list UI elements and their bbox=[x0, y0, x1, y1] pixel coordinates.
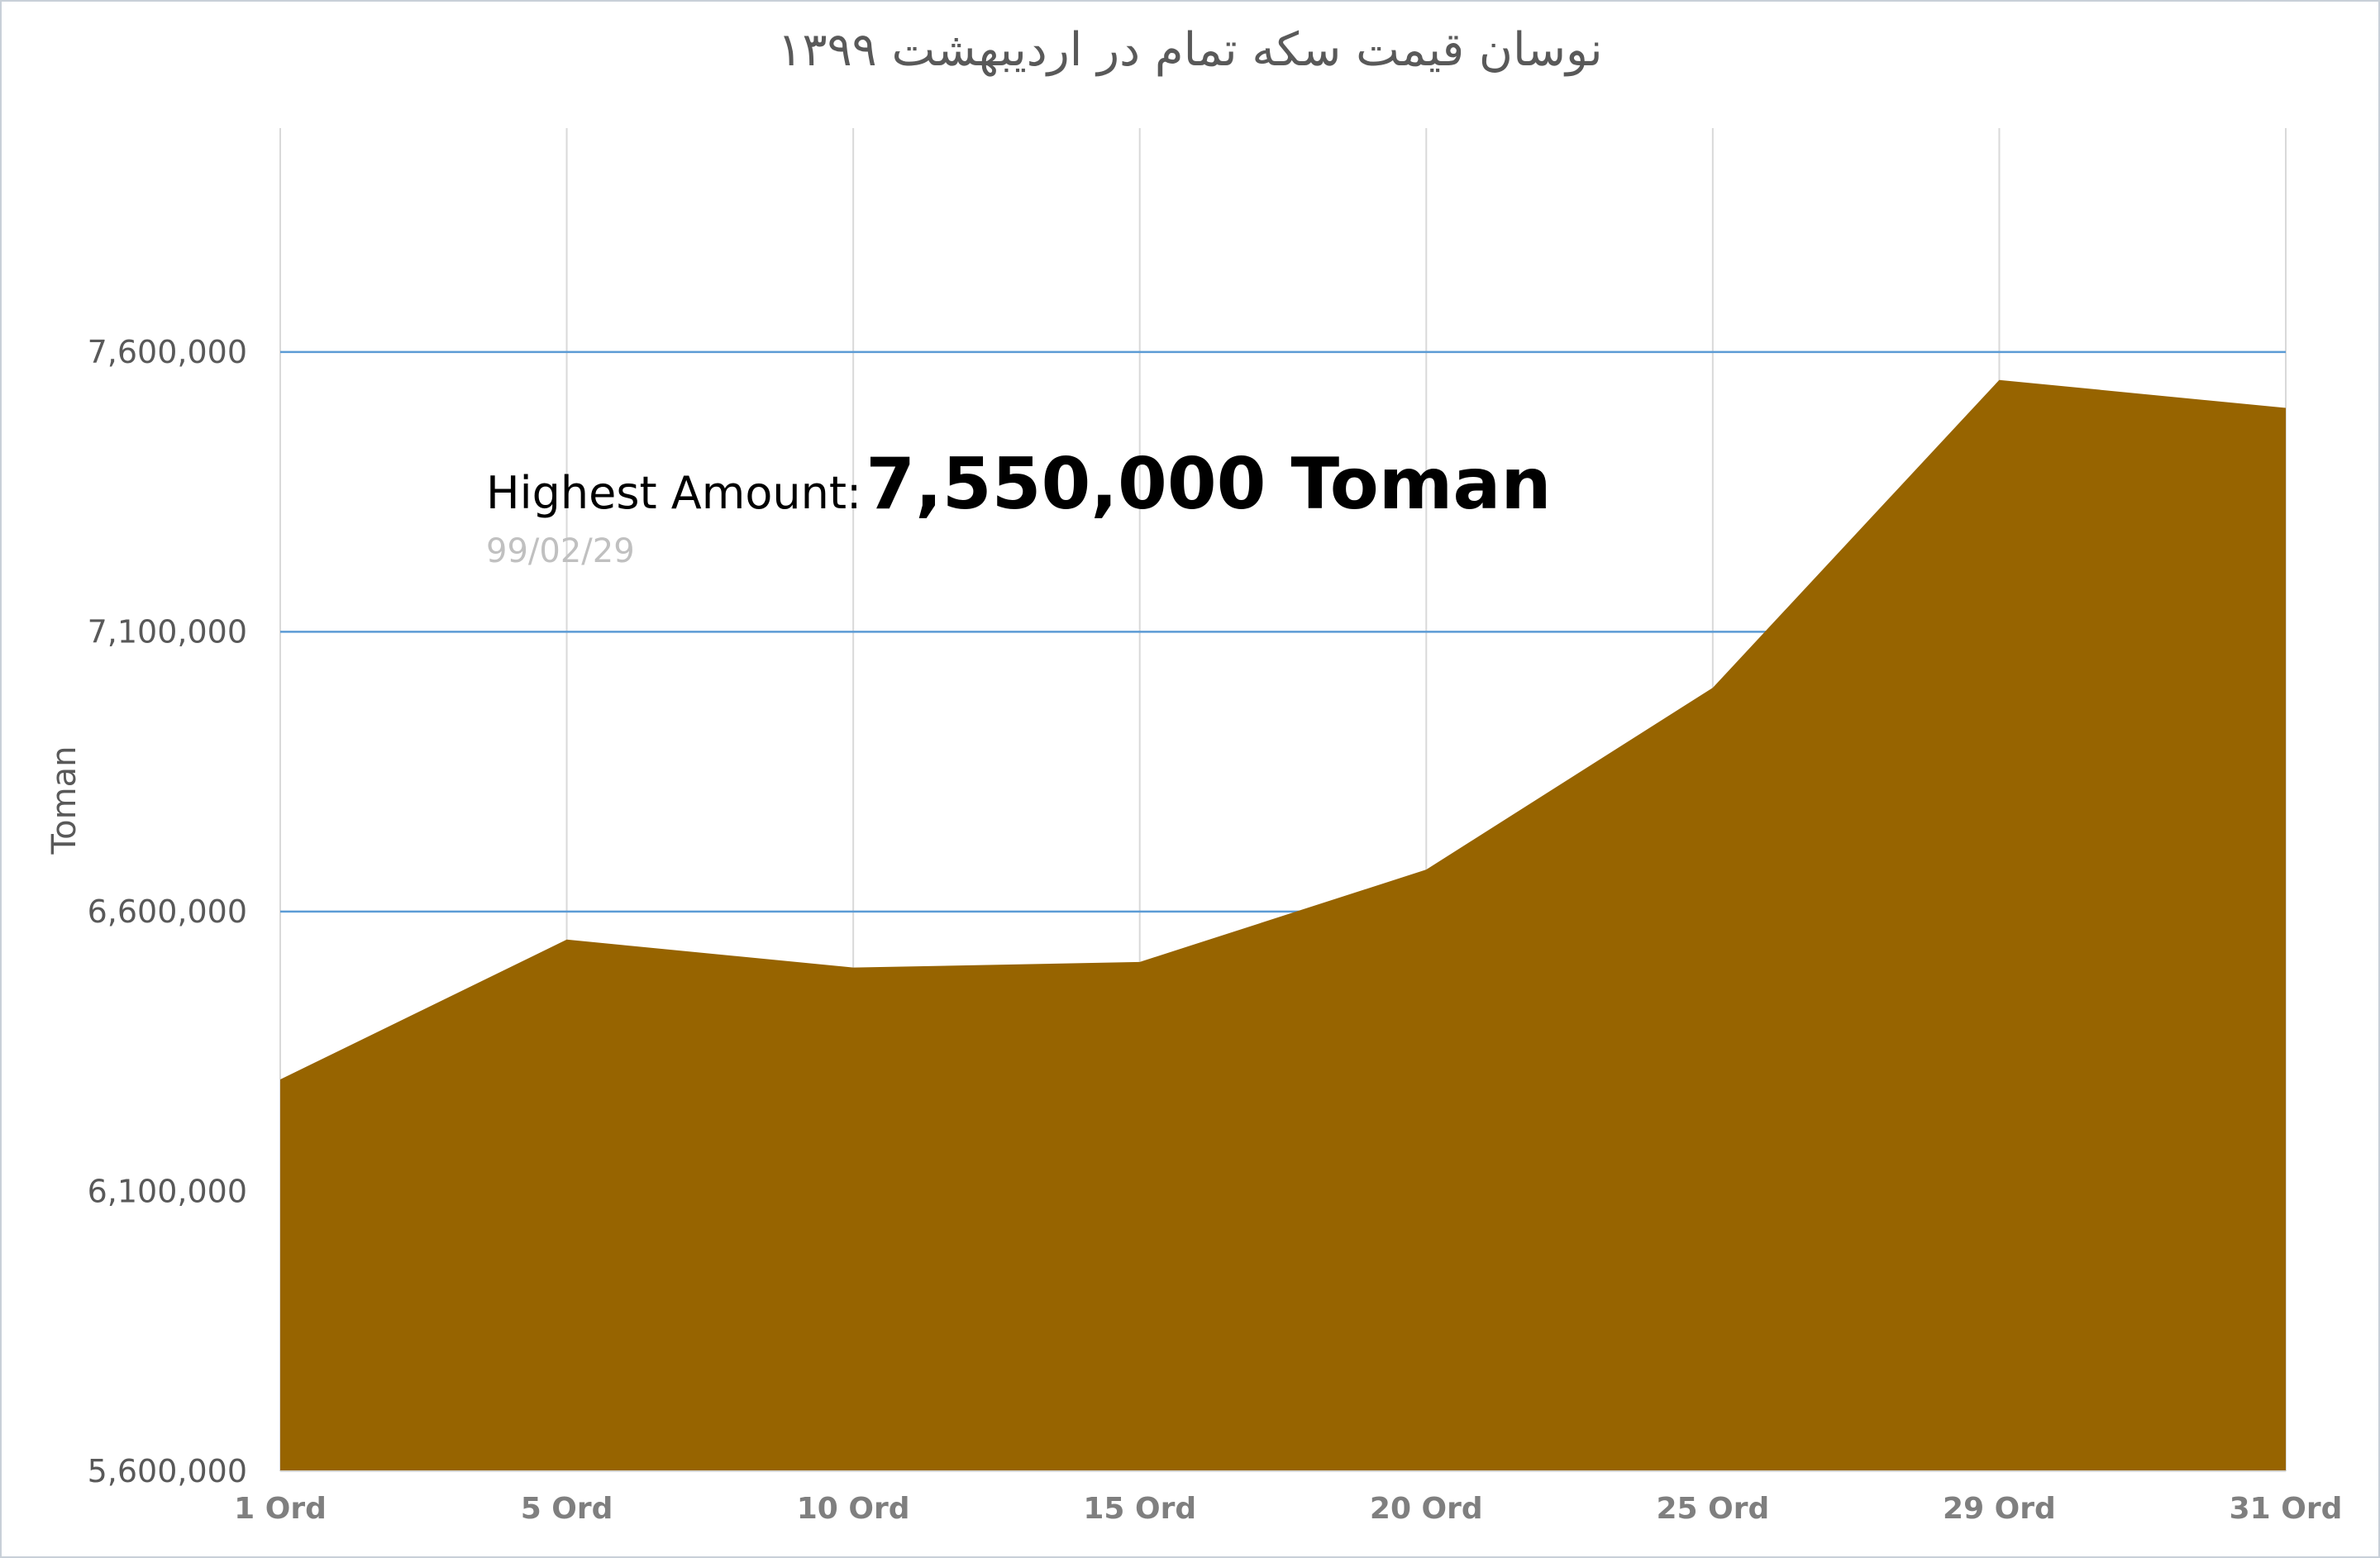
highest-amount-annotation: Highest Amount: 7,550,000 Toman bbox=[486, 443, 1552, 526]
annotation-date: 99/02/29 bbox=[486, 532, 635, 570]
annotation-label: Highest Amount: bbox=[486, 467, 862, 519]
y-tick-label: 6,600,000 bbox=[88, 893, 247, 930]
y-tick-label: 7,100,000 bbox=[88, 613, 247, 650]
chart-title: نوسان قیمت سکه تمام در اردیبهشت ۱۳۹۹ bbox=[777, 23, 1603, 77]
y-tick-label: 7,600,000 bbox=[88, 334, 247, 370]
x-tick-label: 20 Ord bbox=[1370, 1492, 1483, 1526]
y-axis-label: Toman bbox=[45, 746, 83, 855]
x-tick-label: 15 Ord bbox=[1083, 1492, 1196, 1526]
x-tick-label: 25 Ord bbox=[1656, 1492, 1769, 1526]
x-tick-label: 5 Ord bbox=[521, 1492, 613, 1526]
area-fill bbox=[280, 379, 2286, 1471]
y-axis-ticks: 5,600,000 6,100,000 6,600,000 7,100,000 7,60… bbox=[88, 334, 247, 1489]
x-tick-label: 10 Ord bbox=[797, 1492, 910, 1526]
x-tick-label: 29 Ord bbox=[1943, 1492, 2056, 1526]
annotation-value: 7,550,000 Toman bbox=[866, 443, 1552, 526]
x-tick-label: 31 Ord bbox=[2230, 1492, 2343, 1526]
x-tick-label: 1 Ord bbox=[234, 1492, 327, 1526]
y-tick-label: 5,600,000 bbox=[88, 1453, 247, 1489]
area-series bbox=[280, 379, 2286, 1472]
y-tick-label: 6,100,000 bbox=[88, 1173, 247, 1209]
x-axis-ticks: 1 Ord 5 Ord 10 Ord 15 Ord 20 Ord 25 Ord 29 Ord… bbox=[234, 1492, 2342, 1526]
